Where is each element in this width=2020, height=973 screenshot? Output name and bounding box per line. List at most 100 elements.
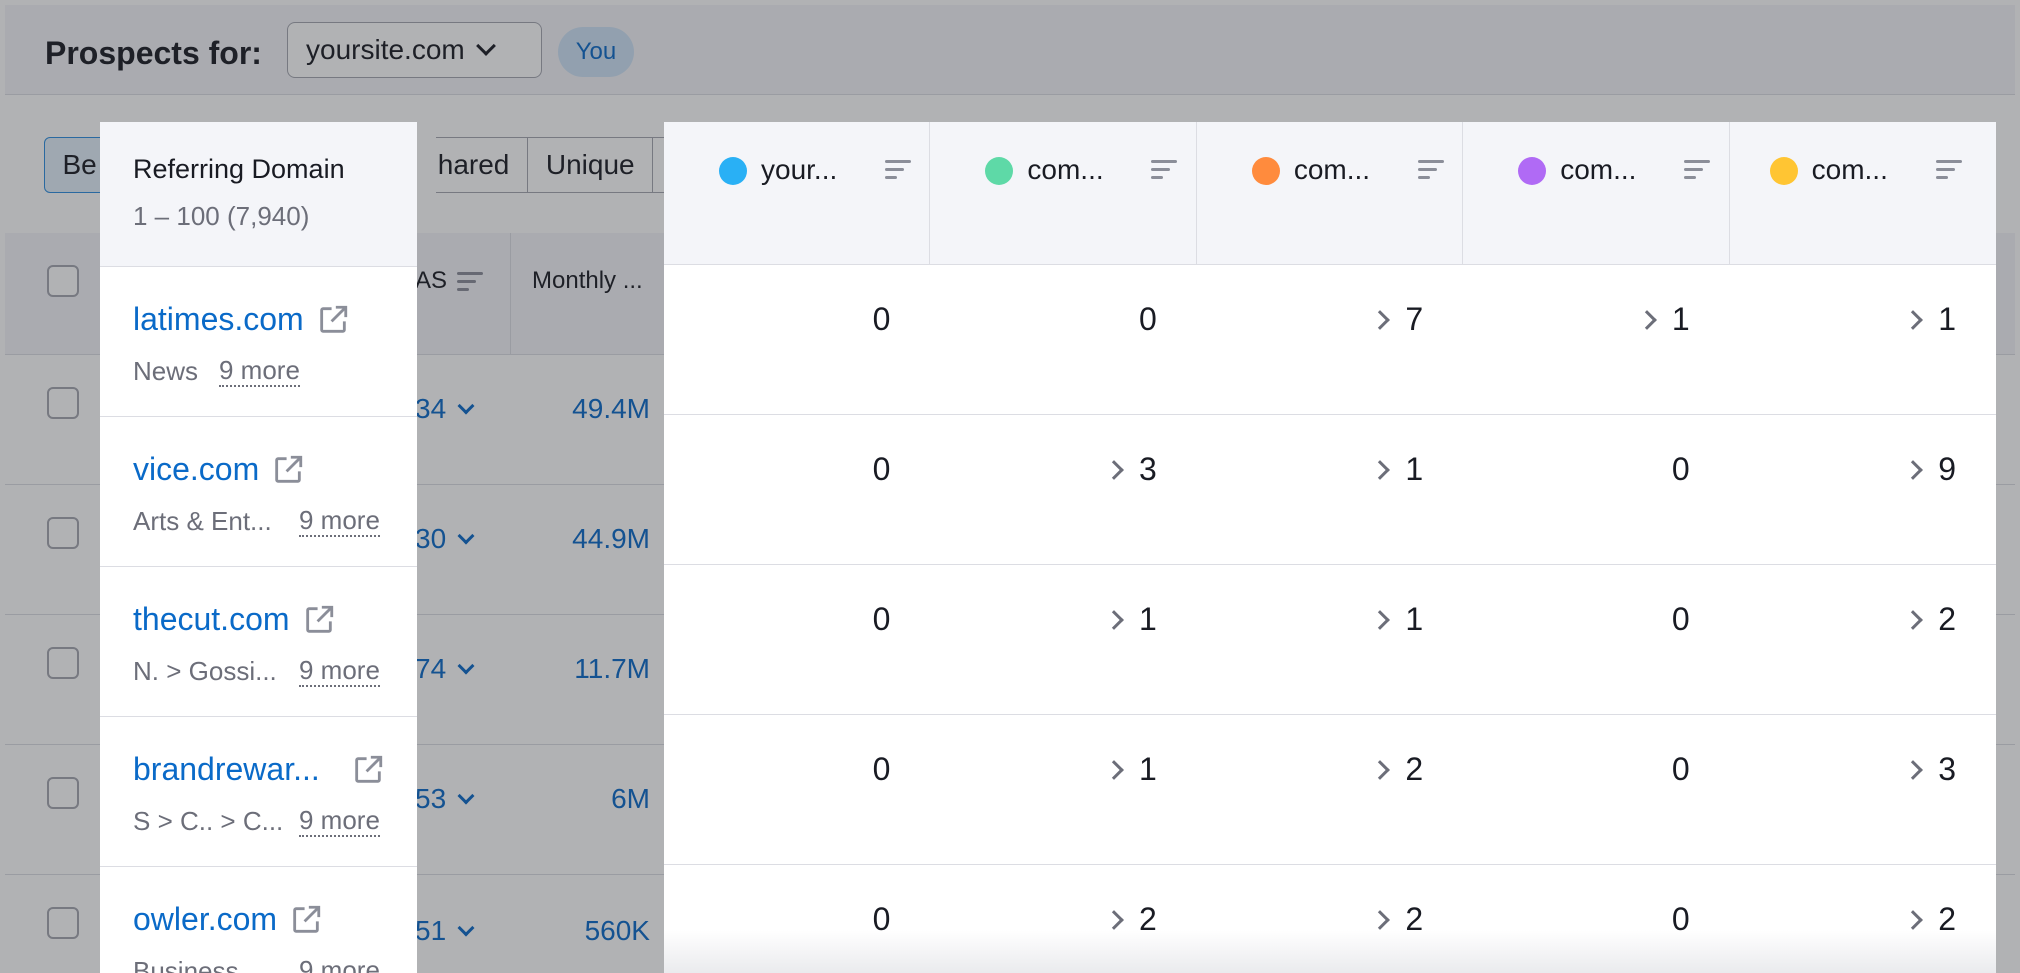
backlink-count-cell[interactable]: 2 bbox=[1730, 565, 1996, 715]
domain-link[interactable]: latimes.com bbox=[133, 301, 304, 337]
select-all-checkbox[interactable] bbox=[47, 265, 79, 297]
more-categories-link[interactable]: 9 more bbox=[299, 956, 380, 973]
row-checkbox[interactable] bbox=[47, 647, 79, 679]
traffic-value[interactable]: 6M bbox=[611, 783, 650, 814]
more-categories-link[interactable]: 9 more bbox=[299, 805, 380, 837]
external-link-icon[interactable] bbox=[302, 603, 336, 637]
backlink-count: 1 bbox=[1405, 601, 1424, 637]
series-dot bbox=[719, 157, 747, 185]
column-header-competitor-3[interactable]: com... bbox=[1463, 122, 1730, 265]
backlink-count-cell[interactable]: 1 bbox=[1197, 415, 1463, 565]
backlink-count: 3 bbox=[1139, 451, 1157, 487]
chevron-right-icon[interactable] bbox=[1903, 910, 1924, 930]
as-column-header[interactable]: AS bbox=[415, 233, 511, 355]
row-checkbox[interactable] bbox=[47, 517, 79, 549]
backlink-count: 0 bbox=[872, 301, 891, 337]
backlink-count: 2 bbox=[1938, 601, 1957, 637]
you-badge: You bbox=[558, 27, 634, 77]
chevron-right-icon[interactable] bbox=[1903, 460, 1924, 480]
external-link-icon[interactable] bbox=[271, 453, 305, 487]
traffic-value[interactable]: 44.9M bbox=[572, 523, 650, 554]
backlink-count-cell[interactable]: 9 bbox=[1730, 415, 1996, 565]
backlink-count: 1 bbox=[1671, 301, 1690, 337]
backlink-count-cell[interactable]: 7 bbox=[1197, 265, 1463, 415]
row-checkbox[interactable] bbox=[47, 907, 79, 939]
row-checkbox[interactable] bbox=[47, 387, 79, 419]
external-link-icon[interactable] bbox=[316, 303, 350, 337]
chevron-right-icon[interactable] bbox=[1104, 760, 1124, 780]
as-value[interactable]: 51 bbox=[415, 915, 475, 947]
backlink-count-cell[interactable]: 2 bbox=[1197, 865, 1463, 973]
category-text: Arts & Ent... bbox=[133, 506, 272, 536]
column-header-competitor-4[interactable]: com... bbox=[1730, 122, 1996, 265]
backlink-count-cell[interactable]: 1 bbox=[1463, 265, 1729, 415]
traffic-value[interactable]: 49.4M bbox=[572, 393, 650, 424]
traffic-value[interactable]: 11.7M bbox=[574, 653, 650, 684]
backlink-count-cell[interactable]: 3 bbox=[1730, 715, 1996, 865]
series-dot bbox=[1251, 157, 1280, 185]
tab-shared[interactable]: hared bbox=[435, 137, 529, 193]
chevron-right-icon[interactable] bbox=[1104, 910, 1124, 930]
page-header: Prospects for: yoursite.com You bbox=[5, 5, 2015, 95]
backlink-count-cell[interactable]: 2 bbox=[1197, 715, 1463, 865]
backlink-count-cell[interactable]: 2 bbox=[930, 865, 1196, 973]
referring-domain-column: Referring Domain 1 – 100 (7,940) latimes… bbox=[100, 122, 417, 973]
more-categories-link[interactable]: 9 more bbox=[299, 655, 380, 687]
as-value-text: 74 bbox=[415, 653, 447, 684]
chevron-right-icon[interactable] bbox=[1370, 910, 1391, 930]
chevron-right-icon[interactable] bbox=[1903, 760, 1924, 780]
table-row bbox=[5, 875, 2015, 973]
sort-icon[interactable] bbox=[885, 160, 911, 179]
sort-icon[interactable] bbox=[1417, 160, 1444, 179]
more-categories-link[interactable]: 9 more bbox=[299, 505, 380, 537]
chevron-right-icon[interactable] bbox=[1370, 310, 1391, 330]
external-link-icon[interactable] bbox=[351, 753, 385, 787]
row-checkbox[interactable] bbox=[47, 777, 79, 809]
chevron-right-icon[interactable] bbox=[1104, 460, 1124, 480]
chevron-right-icon[interactable] bbox=[1370, 610, 1391, 630]
as-header-label: AS bbox=[415, 267, 448, 294]
column-header-yoursite[interactable]: your... bbox=[664, 122, 931, 265]
chevron-right-icon[interactable] bbox=[1370, 760, 1391, 780]
more-categories-link[interactable]: 9 more bbox=[219, 355, 300, 387]
backlink-count-cell[interactable]: 1 bbox=[1197, 565, 1463, 715]
column-header-competitor-2[interactable]: com... bbox=[1197, 122, 1464, 265]
as-value-text: 51 bbox=[415, 915, 447, 946]
backlink-count-cell[interactable]: 2 bbox=[1730, 865, 1996, 973]
domain-link[interactable]: vice.com bbox=[133, 451, 260, 487]
chevron-right-icon[interactable] bbox=[1636, 310, 1657, 330]
list-item: vice.com Arts & Ent... 9 more bbox=[100, 417, 417, 567]
backlink-count-cell[interactable]: 3 bbox=[930, 415, 1196, 565]
sort-icon[interactable] bbox=[457, 271, 484, 291]
column-header-competitor-1[interactable]: com... bbox=[930, 122, 1197, 265]
sort-icon[interactable] bbox=[1151, 160, 1178, 179]
monthly-traffic-header[interactable]: Monthly ... bbox=[532, 267, 643, 294]
sort-icon[interactable] bbox=[1684, 160, 1711, 179]
chevron-right-icon[interactable] bbox=[1903, 610, 1924, 630]
column-name: com... bbox=[1027, 154, 1104, 185]
domain-link[interactable]: thecut.com bbox=[133, 601, 290, 637]
domain-link[interactable]: owler.com bbox=[133, 901, 278, 937]
backlink-count: 2 bbox=[1405, 901, 1424, 937]
domain-link[interactable]: brandrewar... bbox=[133, 751, 320, 787]
chevron-right-icon[interactable] bbox=[1903, 310, 1924, 330]
competitors-table: your... com... com... com... com... 0 0 7 1… bbox=[664, 122, 1996, 973]
as-value[interactable]: 30 bbox=[415, 523, 475, 555]
tab-unique[interactable]: Unique bbox=[526, 137, 654, 193]
sort-icon[interactable] bbox=[1935, 160, 1962, 179]
chevron-right-icon[interactable] bbox=[1370, 460, 1391, 480]
as-value[interactable]: 34 bbox=[415, 393, 475, 425]
backlink-count-cell[interactable]: 1 bbox=[930, 565, 1196, 715]
domain-select[interactable]: yoursite.com bbox=[287, 22, 542, 78]
series-dot bbox=[1769, 157, 1798, 185]
backlink-count-cell[interactable]: 1 bbox=[930, 715, 1196, 865]
external-link-icon[interactable] bbox=[289, 903, 323, 937]
as-value[interactable]: 74 bbox=[415, 653, 475, 685]
as-value[interactable]: 53 bbox=[415, 783, 475, 815]
column-name: com... bbox=[1811, 154, 1888, 185]
chevron-right-icon[interactable] bbox=[1104, 610, 1124, 630]
backlink-count: 0 bbox=[1139, 301, 1157, 337]
column-name: com... bbox=[1293, 154, 1371, 185]
traffic-value[interactable]: 560K bbox=[584, 915, 650, 946]
backlink-count-cell[interactable]: 1 bbox=[1730, 265, 1996, 415]
